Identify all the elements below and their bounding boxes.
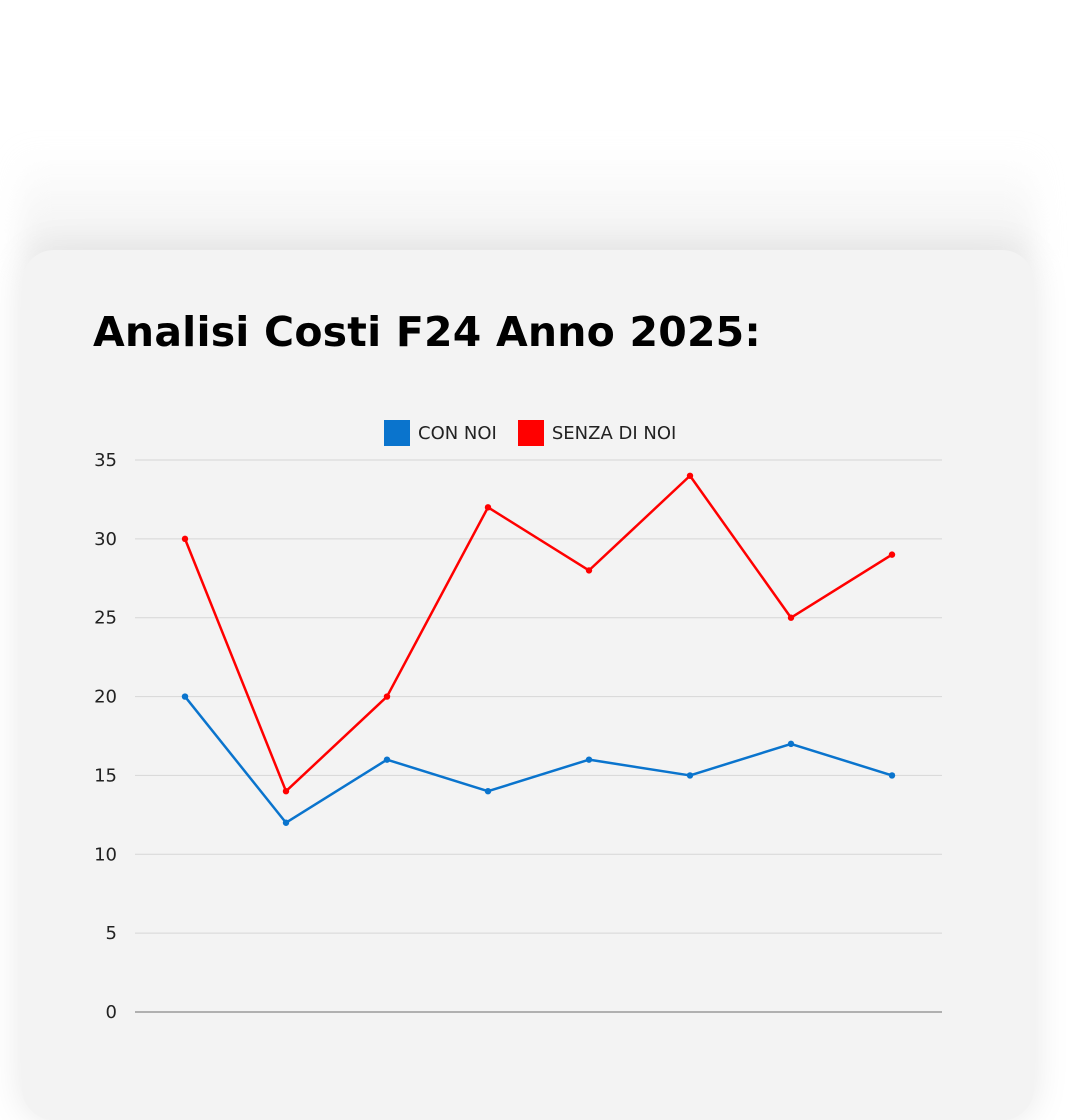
legend-item-con-noi: CON NOI — [384, 420, 497, 446]
line-chart: 0 5 10 15 20 25 30 35 — [94, 450, 942, 1023]
data-point — [181, 693, 189, 700]
chart-card — [22, 250, 1034, 1120]
gridlines — [135, 459, 942, 1013]
data-point — [787, 740, 795, 748]
y-axis-tick-labels: 0 5 10 15 20 25 30 35 — [94, 450, 117, 1023]
y-tick-label: 35 — [94, 450, 117, 471]
data-point — [888, 772, 896, 779]
series-lines — [181, 472, 896, 826]
series-senza-di-noi — [181, 472, 896, 795]
data-point — [181, 535, 189, 543]
chart-title: Analisi Costi F24 Anno 2025: — [93, 308, 762, 356]
data-point — [686, 472, 694, 479]
series-line — [184, 695, 893, 824]
data-point — [686, 772, 694, 779]
y-tick-label: 0 — [106, 1002, 117, 1023]
legend-swatch-senza-di-noi — [517, 420, 544, 446]
legend-swatch-con-noi — [384, 420, 410, 446]
legend-item-senza-di-noi: SENZA DI NOI — [517, 420, 677, 446]
data-point — [282, 788, 290, 795]
y-tick-label: 25 — [94, 608, 117, 629]
data-point — [383, 693, 391, 700]
y-tick-label: 10 — [94, 844, 117, 865]
legend-label-con-noi: CON NOI — [418, 422, 497, 444]
card-shadow — [20, 150, 1035, 260]
data-point — [282, 819, 290, 826]
data-point — [383, 756, 391, 763]
data-point — [787, 614, 795, 621]
data-point — [484, 788, 492, 795]
series-con-noi — [181, 693, 896, 826]
y-tick-label: 20 — [94, 687, 117, 708]
y-tick-label: 30 — [94, 529, 117, 550]
y-tick-label: 5 — [106, 923, 117, 944]
data-point — [484, 504, 492, 511]
data-point — [888, 551, 896, 558]
legend: CON NOI SENZA DI NOI — [384, 420, 697, 446]
y-tick-label: 15 — [94, 765, 117, 786]
series-line — [183, 474, 893, 793]
legend-label-senza-di-noi: SENZA DI NOI — [551, 422, 677, 444]
data-point — [585, 756, 593, 763]
data-point — [585, 567, 593, 574]
